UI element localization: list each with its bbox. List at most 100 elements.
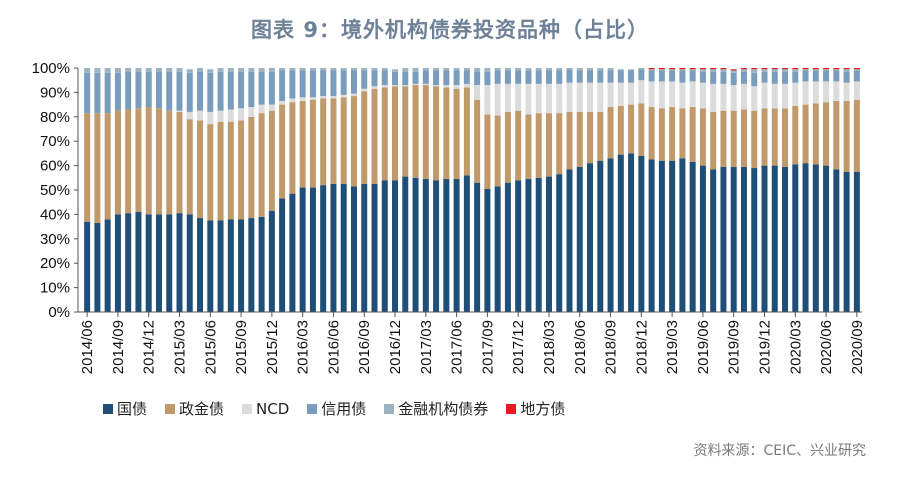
bar-stack [248,68,255,312]
bar-segment [340,97,347,184]
bar-segment [607,158,614,312]
bar-segment [176,71,183,111]
y-tick-label: 70% [40,133,70,150]
bar-stack [792,68,799,312]
bar-stack [587,68,594,312]
bar-segment [853,81,860,100]
bar-segment [268,210,275,312]
bar-segment [833,169,840,312]
bar-segment [238,219,245,312]
bar-segment [823,102,830,166]
bar-segment [227,121,234,220]
bar-segment [587,82,594,112]
bar-segment [248,116,255,219]
bar-segment [638,69,645,81]
bar-segment [412,83,419,86]
bar-segment [474,85,481,100]
bar-segment [751,69,758,73]
y-tick-label: 80% [40,109,70,126]
bar-segment [309,70,316,98]
bar-segment [248,71,255,108]
bar-segment [853,99,860,172]
bar-segment [361,70,368,89]
bar-segment [248,218,255,312]
bar-stack [638,68,645,312]
bar-segment [166,68,173,72]
bar-stack [525,68,532,312]
bar-segment [545,113,552,177]
bar-segment [412,177,419,312]
bar-segment [166,71,173,111]
y-tick-label: 40% [40,206,70,223]
bar-segment [597,82,604,112]
bar-segment [186,69,193,73]
bar-segment [566,69,573,83]
x-tick-label: 2015/09 [233,320,250,374]
x-tick-label: 2019/12 [757,320,774,374]
bar-segment [340,94,347,98]
bar-segment [545,83,552,114]
bar-segment [689,69,696,71]
bar-segment [258,104,265,114]
bar-segment [730,69,737,71]
bar-segment [710,83,717,112]
bar-segment [628,70,635,83]
bar-segment [371,88,378,184]
bar-segment [463,83,470,88]
bar-stack [566,68,573,312]
bar-stack [843,68,850,312]
bar-segment [699,108,706,166]
bar-segment [238,120,245,220]
bar-segment [802,69,809,71]
bar-segment [474,182,481,312]
bar-segment [289,98,296,103]
bar-segment [812,164,819,312]
bar-segment [94,68,101,73]
bar-stack [340,68,347,312]
bar-segment [320,70,327,97]
bar-segment [812,81,819,104]
legend-item: 金融机构债券 [384,398,488,419]
bar-segment [771,68,778,70]
bar-segment [155,68,162,72]
x-tick-label: 2014/12 [141,320,158,374]
x-tick-label: 2019/06 [695,320,712,374]
bar-segment [104,219,111,312]
bar-segment [299,70,306,98]
bar-stack [268,68,275,312]
bar-stack [350,68,357,312]
bar-segment [648,81,655,108]
bar-segment [853,171,860,312]
bar-segment [792,71,799,83]
bar-segment [740,71,747,84]
bar-segment [669,68,676,70]
bar-segment [166,214,173,312]
bar-segment [699,68,706,70]
bar-segment [628,153,635,312]
bar-segment [227,219,234,312]
bar-segment [443,85,450,88]
bar-segment [381,180,388,312]
bar-segment [576,82,583,112]
x-tick-label: 2017/03 [418,320,435,374]
x-axis: 2014/06 2014/09 2014/12 2015/03 2015/06 2015/… [78,311,866,374]
bar-segment [802,68,809,70]
bar-segment [289,68,296,71]
bar-segment [792,105,799,165]
bar-segment [186,119,193,215]
bar-segment [566,169,573,312]
bar-segment [504,68,511,71]
bar-segment [145,107,152,215]
bar-segment [350,96,357,187]
bar-segment [771,165,778,312]
bar-segment [381,87,388,181]
bar-segment [576,111,583,167]
bar-segment [289,70,296,99]
bar-stack [84,68,91,312]
bar-segment [843,100,850,172]
bar-stack [669,68,676,312]
bar-segment [371,68,378,71]
legend-item: 地方债 [506,398,565,419]
bar-stack [114,68,121,312]
bar-segment [638,80,645,104]
